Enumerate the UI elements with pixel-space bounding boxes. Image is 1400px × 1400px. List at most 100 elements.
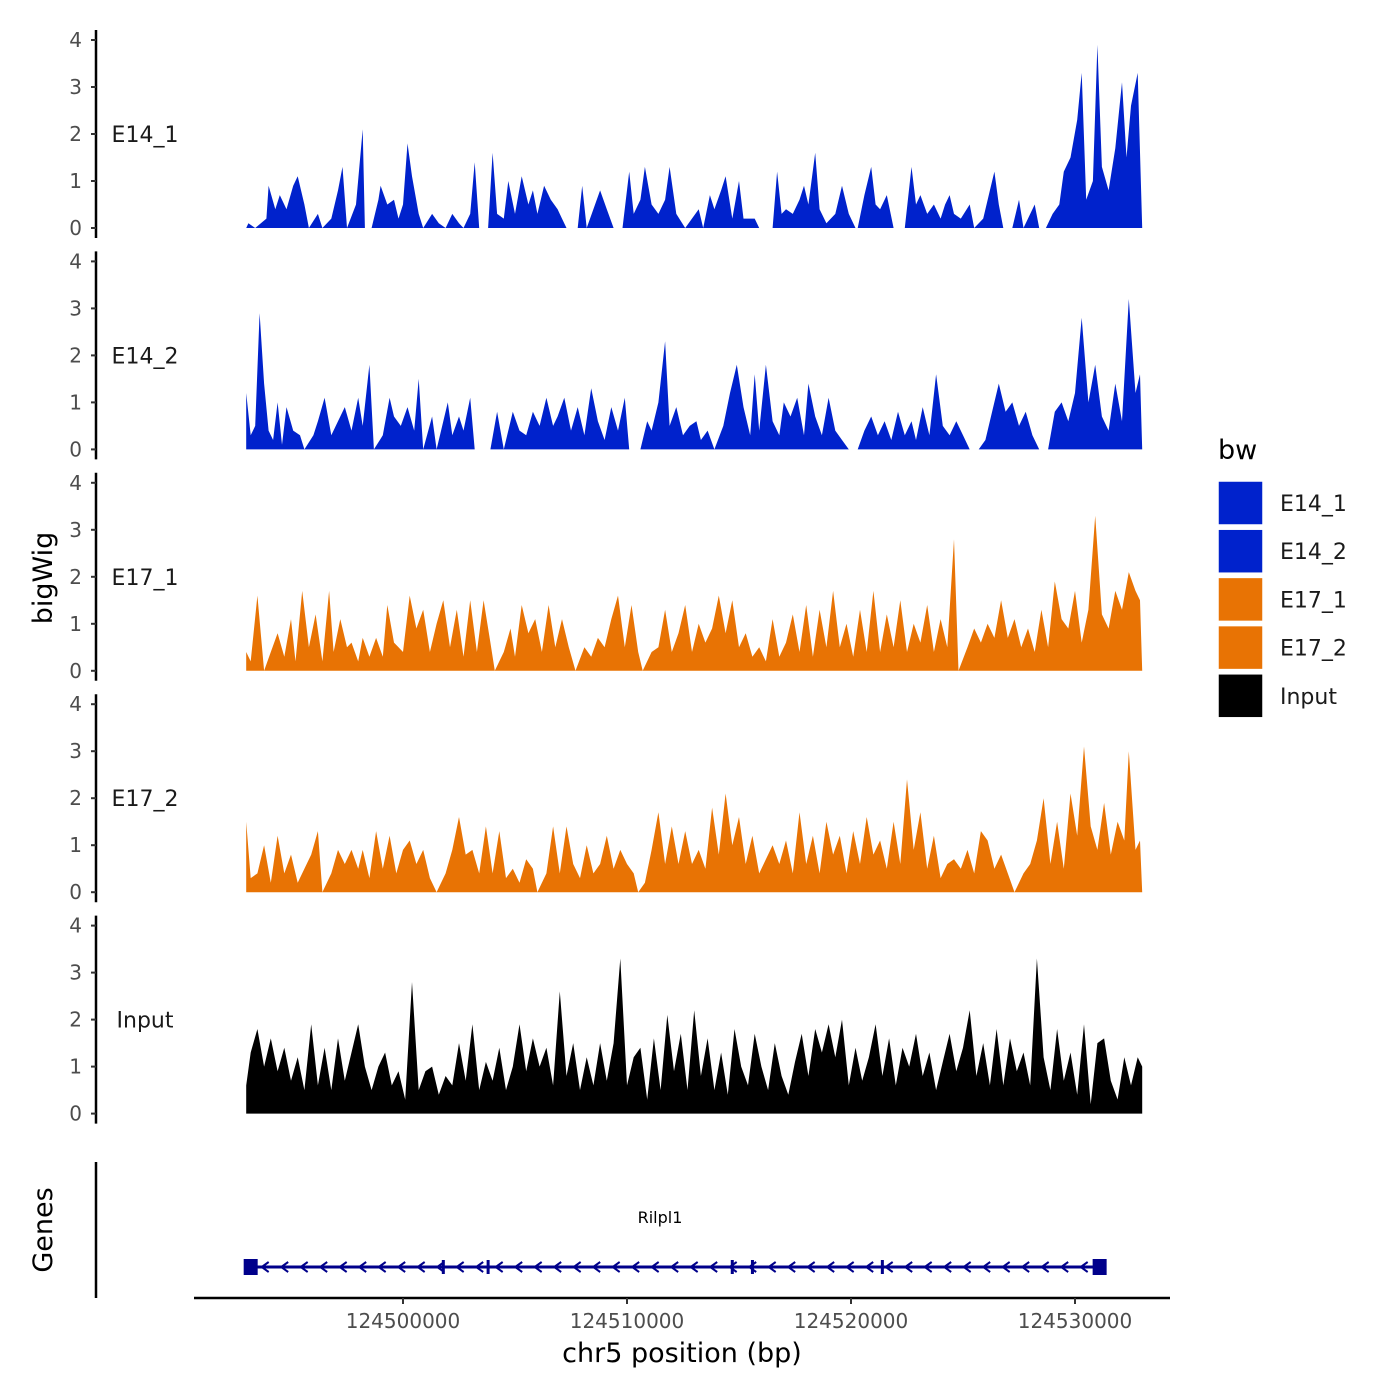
y-tick-label: 3 bbox=[69, 961, 82, 985]
legend-label: E17_2 bbox=[1280, 637, 1347, 662]
track-label: E17_1 bbox=[112, 566, 179, 591]
strand-arrow bbox=[864, 1261, 874, 1273]
strand-arrow bbox=[493, 1261, 504, 1273]
x-axis-title: chr5 position (bp) bbox=[562, 1338, 802, 1369]
strand-arrow bbox=[376, 1261, 387, 1273]
strand-arrow bbox=[981, 1261, 991, 1273]
x-axis-ticks: 124500000 124510000 124520000 124530000 bbox=[346, 1298, 1132, 1333]
y-tick-label: 0 bbox=[69, 437, 82, 461]
y-tick-label: 2 bbox=[69, 565, 82, 589]
legend-label: E14_1 bbox=[1280, 492, 1347, 517]
y-tick-label: 1 bbox=[69, 1055, 82, 1079]
coverage-tracks: 0 1 2 3 4 E14_1 0 1 2 3 4 E14_2 0 1 2 3 4 E17_1 0 1 2 3 4 E17_2… bbox=[69, 28, 1143, 1126]
y-tick-label: 0 bbox=[69, 880, 82, 904]
track-input: 0 1 2 3 4 Input bbox=[69, 914, 1143, 1126]
strand-arrow bbox=[513, 1261, 523, 1273]
gene-body bbox=[243, 1259, 1107, 1275]
legend-label: E14_2 bbox=[1280, 540, 1347, 565]
legend-label: E17_1 bbox=[1280, 588, 1347, 613]
strand-arrow bbox=[552, 1261, 562, 1273]
y-tick-label: 4 bbox=[69, 914, 82, 938]
track-e17-2: 0 1 2 3 4 E17_2 bbox=[69, 692, 1143, 904]
y-tick-label: 4 bbox=[69, 28, 82, 52]
y-tick-label: 4 bbox=[69, 692, 82, 716]
legend-swatch bbox=[1217, 673, 1264, 719]
track-label: E17_2 bbox=[112, 787, 179, 812]
strand-arrow bbox=[825, 1261, 835, 1273]
strand-arrow bbox=[786, 1261, 796, 1273]
strand-arrow bbox=[961, 1261, 972, 1273]
y-tick-label: 3 bbox=[69, 518, 82, 542]
strand-arrow bbox=[708, 1261, 718, 1273]
strand-arrow bbox=[766, 1261, 777, 1273]
strand-arrow bbox=[532, 1261, 543, 1273]
strand-arrow bbox=[1000, 1261, 1011, 1273]
track-e14-2: 0 1 2 3 4 E14_2 bbox=[69, 249, 1143, 461]
track-label: E14_1 bbox=[112, 123, 179, 148]
track-label: E14_2 bbox=[112, 344, 179, 369]
gene-name-label: Rilpl1 bbox=[638, 1208, 683, 1227]
gene-track-title: Genes bbox=[28, 1187, 59, 1272]
x-tick-label: 124510000 bbox=[570, 1309, 685, 1333]
strand-arrow bbox=[415, 1261, 426, 1273]
strand-arrow bbox=[1039, 1261, 1050, 1273]
strand-arrow bbox=[883, 1261, 894, 1273]
strand-arrow bbox=[357, 1261, 367, 1273]
x-tick-label: 124500000 bbox=[346, 1309, 461, 1333]
y-tick-label: 2 bbox=[69, 343, 82, 367]
strand-arrow bbox=[259, 1261, 270, 1273]
strand-arrow bbox=[571, 1261, 582, 1273]
track-e17-1: 0 1 2 3 4 E17_1 bbox=[69, 471, 1143, 683]
gene-exon bbox=[730, 1260, 734, 1274]
y-tick-label: 4 bbox=[69, 249, 82, 273]
strand-arrow bbox=[1078, 1261, 1089, 1273]
coverage-area bbox=[246, 299, 1143, 450]
strand-arrow bbox=[318, 1261, 328, 1273]
coverage-area bbox=[246, 746, 1143, 893]
y-tick-label: 3 bbox=[69, 296, 82, 320]
strand-arrow bbox=[805, 1261, 816, 1273]
track-label: Input bbox=[117, 1009, 174, 1034]
strand-arrow bbox=[649, 1261, 660, 1273]
gene-track: Genes Rilpl1 bbox=[28, 1162, 1107, 1298]
strand-arrow bbox=[630, 1261, 640, 1273]
y-tick-label: 1 bbox=[69, 169, 82, 193]
strand-arrow bbox=[688, 1261, 699, 1273]
legend-swatch bbox=[1217, 624, 1264, 671]
strand-arrow bbox=[337, 1261, 348, 1273]
y-tick-label: 2 bbox=[69, 786, 82, 810]
y-tick-label: 2 bbox=[69, 1008, 82, 1032]
y-tick-label: 1 bbox=[69, 612, 82, 636]
strand-arrow bbox=[669, 1261, 679, 1273]
strand-arrow bbox=[727, 1261, 738, 1273]
coverage-area bbox=[246, 44, 1143, 229]
y-tick-label: 0 bbox=[69, 1102, 82, 1126]
y-axis-title: bigWig bbox=[28, 532, 59, 625]
strand-arrow bbox=[298, 1261, 309, 1273]
strand-arrow bbox=[903, 1261, 913, 1273]
legend: bw E14_1 E14_2 E17_1 E17_2 Input bbox=[1217, 435, 1347, 719]
strand-arrow bbox=[396, 1261, 406, 1273]
strand-arrow bbox=[454, 1261, 465, 1273]
coverage-area bbox=[246, 515, 1143, 671]
strand-arrow bbox=[942, 1261, 952, 1273]
gene-exon bbox=[1092, 1259, 1107, 1275]
y-tick-label: 4 bbox=[69, 471, 82, 495]
legend-swatch bbox=[1217, 480, 1264, 526]
gene-exon bbox=[486, 1260, 490, 1274]
strand-arrow bbox=[591, 1261, 601, 1273]
x-axis: 124500000 124510000 124520000 124530000 chr… bbox=[194, 1296, 1170, 1369]
legend-title: bw bbox=[1218, 435, 1257, 466]
y-tick-label: 1 bbox=[69, 833, 82, 857]
strand-arrow bbox=[1020, 1261, 1030, 1273]
strand-arrow bbox=[279, 1261, 289, 1273]
legend-items: E14_1 E14_2 E17_1 E17_2 Input bbox=[1217, 480, 1347, 719]
gene-exon bbox=[441, 1260, 445, 1274]
y-tick-label: 0 bbox=[69, 659, 82, 683]
legend-swatch bbox=[1217, 528, 1264, 574]
strand-arrow bbox=[1059, 1261, 1069, 1273]
y-tick-label: 3 bbox=[69, 75, 82, 99]
y-tick-label: 3 bbox=[69, 739, 82, 763]
strand-arrow bbox=[474, 1261, 484, 1273]
